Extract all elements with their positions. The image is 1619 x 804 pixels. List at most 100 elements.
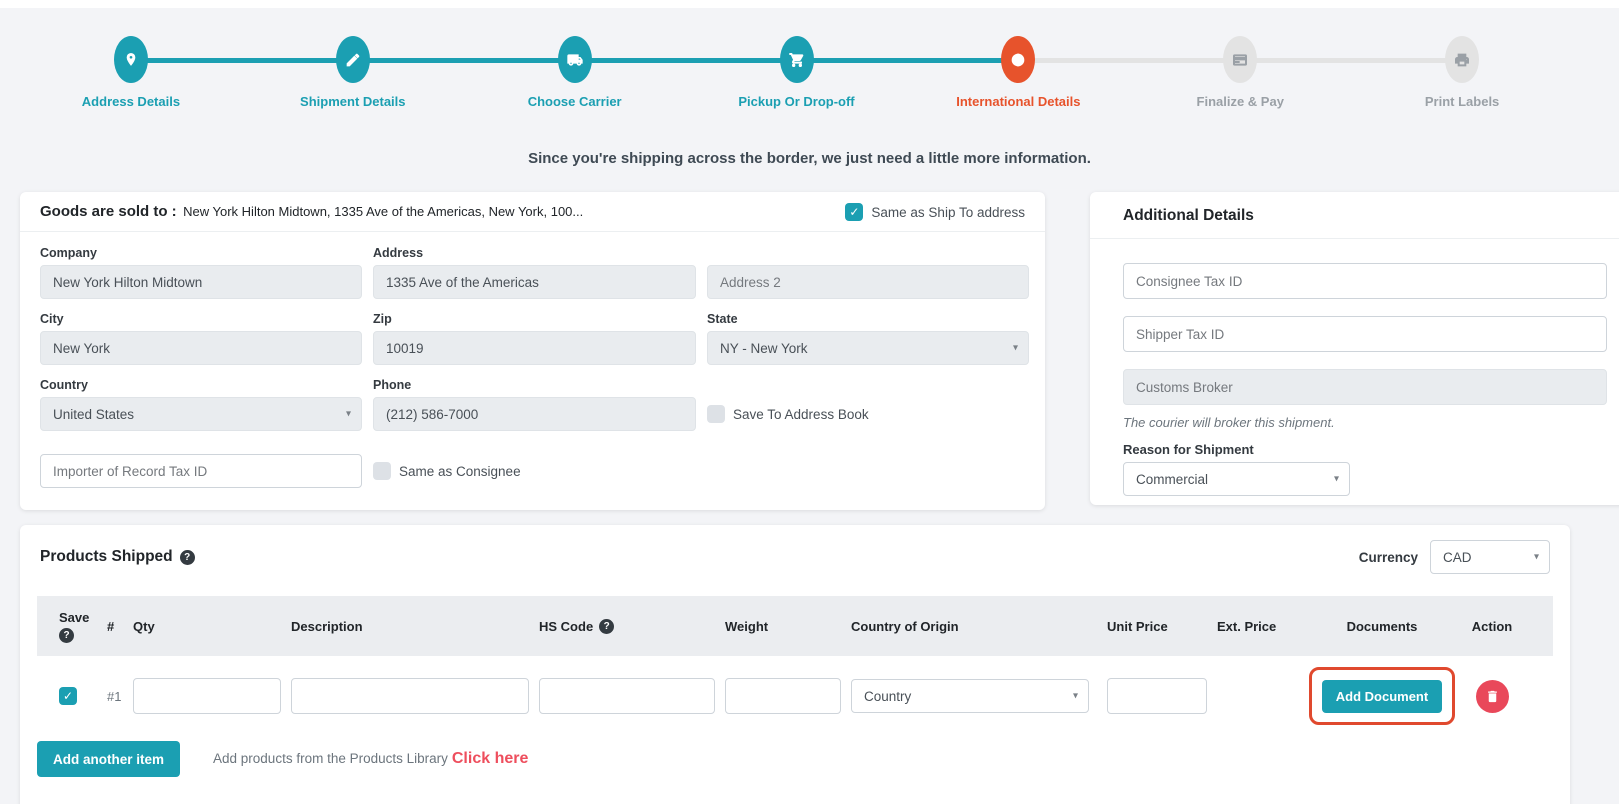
importer-tax-id-field[interactable] [40,454,362,488]
same-as-ship-to-label: Same as Ship To address [871,204,1025,220]
column-documents: Documents [1346,618,1418,634]
step-pickup-dropoff[interactable]: Pickup Or Drop-off [686,36,908,124]
documents-cell: Add Document [1307,666,1457,725]
products-table-header: Save ? # Qty Description HS Code ? Weigh… [37,596,1553,656]
save-product-checkbox[interactable]: ✓ [59,687,77,705]
stepper-connector [130,58,353,63]
step-label: Finalize & Pay [1196,94,1284,109]
printer-icon [1445,36,1480,83]
location-pin-icon [113,36,148,83]
products-shipped-card: Products Shipped ? Currency CAD ▾ Save ?… [20,525,1570,804]
step-shipment-details[interactable]: Shipment Details [242,36,464,124]
company-field-group: Company [40,246,362,299]
help-icon[interactable]: ? [599,618,615,634]
credit-card-icon [1223,36,1258,83]
column-hs-code: HS Code ? [539,618,715,634]
phone-field [373,397,696,431]
zip-field-group: Zip [373,312,696,365]
checkbox-unchecked-icon[interactable] [373,462,391,480]
library-click-here-link[interactable]: Click here [451,750,529,767]
shipper-tax-id-field[interactable] [1123,316,1607,352]
description-input[interactable] [291,678,529,714]
same-as-consignee-group: Same as Consignee [373,454,696,488]
country-of-origin-select[interactable]: Country ▾ [851,679,1089,713]
company-label: Company [40,246,97,260]
column-save: Save ? [59,609,90,643]
goods-sold-to-card: Goods are sold to : New York Hilton Midt… [20,192,1045,510]
same-as-consignee-checkbox[interactable]: Same as Consignee [373,462,521,480]
chevron-down-icon: ▾ [345,408,351,420]
hs-code-input[interactable] [539,678,715,714]
stepper-connector [574,58,797,63]
zip-field [373,331,696,365]
column-ext-price: Ext. Price [1217,618,1277,634]
city-field [40,331,362,365]
same-as-ship-to-checkbox[interactable]: ✓ Same as Ship To address [845,203,1025,221]
customs-broker-field [1123,369,1607,405]
additional-details-title: Additional Details [1123,207,1254,224]
reason-for-shipment-select[interactable]: Commercial ▾ [1123,462,1350,496]
country-field-group: Country United States ▾ [40,378,362,431]
help-icon[interactable]: ? [179,549,195,565]
trash-icon [1487,690,1497,702]
reason-for-shipment-label: Reason for Shipment [1123,442,1254,457]
broker-note: The courier will broker this shipment. [1123,415,1335,430]
column-action: Action [1471,618,1513,634]
consignee-tax-id-field[interactable] [1123,263,1607,299]
add-another-item-button[interactable]: Add another item [37,741,181,777]
step-label: Shipment Details [300,94,406,109]
checkbox-checked-icon[interactable]: ✓ [845,203,864,221]
globe-icon [1001,36,1036,83]
address2-field [707,265,1029,299]
column-country-of-origin: Country of Origin [851,618,959,634]
country-select: United States ▾ [40,397,362,431]
chevron-down-icon: ▾ [1072,690,1078,702]
stepper-connector [796,58,1019,63]
step-print-labels[interactable]: Print Labels [1351,36,1573,124]
state-label: State [707,312,738,326]
step-address-details[interactable]: Address Details [20,36,242,124]
pencil-icon [335,36,370,83]
delete-row-button[interactable] [1475,679,1509,713]
stepper-connector [352,58,575,63]
help-icon[interactable]: ? [59,627,74,643]
step-label: Choose Carrier [527,94,622,109]
currency-select[interactable]: CAD ▾ [1430,540,1550,574]
state-field-group: State NY - New York ▾ [707,312,1029,365]
checkbox-unchecked-icon[interactable] [707,405,725,423]
row-save-cell: ✓ [59,687,107,705]
unit-price-input[interactable] [1107,678,1207,714]
products-shipped-title: Products Shipped [40,548,173,565]
library-text: Add products from the Products Library [213,751,448,766]
phone-label: Phone [373,378,412,392]
column-unit-price: Unit Price [1107,618,1168,634]
progress-stepper: Address Details Shipment Details Choose … [20,36,1573,124]
goods-sold-to-header: Goods are sold to : New York Hilton Midt… [40,203,583,221]
state-select: NY - New York ▾ [707,331,1029,365]
address-label: Address [373,246,424,260]
add-document-button[interactable]: Add Document [1321,679,1443,713]
save-to-address-book-checkbox[interactable]: Save To Address Book [707,405,869,423]
top-strip [0,0,1619,8]
step-finalize-pay[interactable]: Finalize & Pay [1129,36,1351,124]
city-label: City [40,312,64,326]
step-choose-carrier[interactable]: Choose Carrier [464,36,686,124]
step-label: International Details [956,94,1081,109]
step-label: Address Details [81,94,181,109]
cross-border-message: Since you're shipping across the border,… [528,150,1091,167]
qty-input[interactable] [133,678,281,714]
address-field-group: Address [373,246,696,299]
column-description: Description [291,618,363,634]
save-address-book-group: Save To Address Book [707,378,1029,431]
weight-input[interactable] [725,678,841,714]
currency-label: Currency [1358,549,1418,565]
action-cell [1457,679,1527,713]
product-row: ✓ #1 Country ▾ Add Document [37,656,1553,725]
goods-sold-to-title: Goods are sold to : [40,203,177,220]
library-hint: Add products from the Products Library Cl… [213,750,528,768]
city-field-group: City [40,312,362,365]
row-number: #1 [107,688,122,704]
step-international-details[interactable]: International Details [907,36,1129,124]
chevron-down-icon: ▾ [1333,473,1339,485]
country-label: Country [40,378,88,392]
